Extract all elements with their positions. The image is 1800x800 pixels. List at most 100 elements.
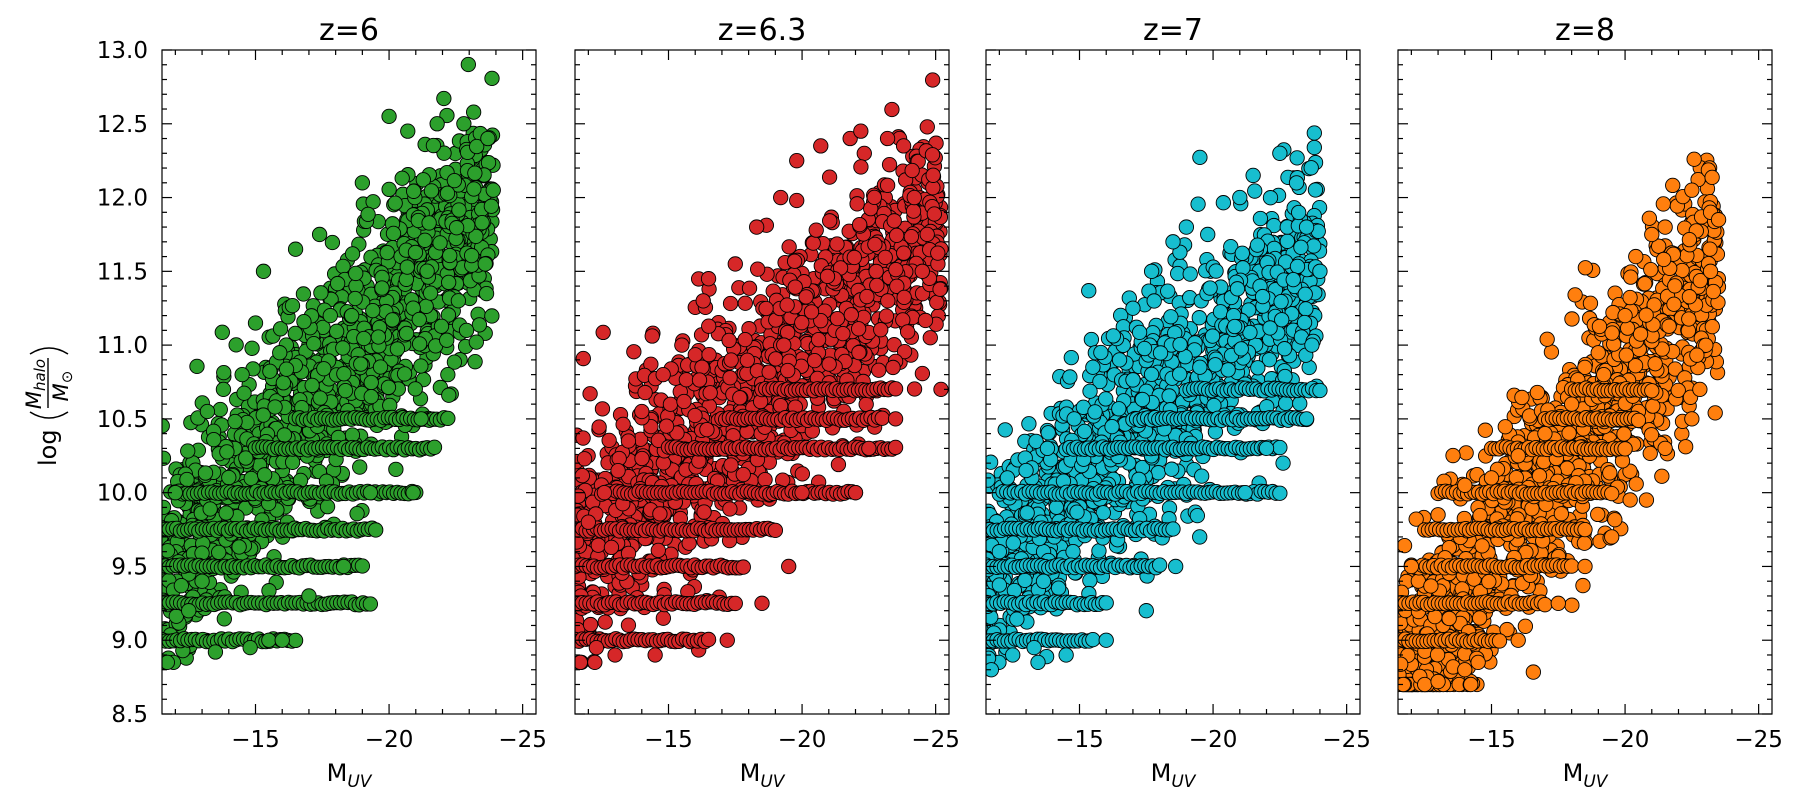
data-point — [676, 393, 692, 410]
data-point — [700, 631, 717, 648]
data-point — [468, 334, 484, 350]
data-point — [895, 138, 912, 154]
data-point — [287, 632, 304, 649]
data-point — [859, 288, 875, 305]
data-point — [405, 485, 421, 501]
data-point — [610, 463, 626, 479]
data-point — [1192, 149, 1208, 166]
data-point — [389, 341, 406, 357]
y-tick-label: 10.5 — [97, 407, 148, 433]
y-label-denominator: M⊙ — [49, 371, 76, 402]
data-point — [429, 116, 445, 132]
data-point — [861, 440, 877, 457]
data-point — [856, 145, 872, 162]
data-point — [1241, 302, 1257, 318]
panel-title: z=6 — [319, 13, 379, 48]
data-point — [739, 352, 755, 368]
data-point — [1192, 359, 1208, 375]
data-point — [1040, 425, 1056, 441]
data-point — [349, 506, 365, 522]
data-point — [425, 137, 442, 154]
data-point — [803, 304, 820, 320]
x-ticks: −15 −20 −25 — [587, 50, 960, 753]
data-point — [986, 454, 999, 470]
data-point — [750, 261, 766, 277]
data-point — [727, 256, 743, 272]
data-point — [601, 432, 617, 449]
data-point — [379, 244, 395, 261]
data-point — [304, 377, 320, 394]
data-point — [1262, 190, 1279, 206]
data-point — [634, 450, 650, 467]
data-point — [932, 281, 948, 297]
data-point — [1274, 312, 1290, 328]
y-tick-label: 10.0 — [97, 481, 148, 507]
data-point — [467, 165, 483, 181]
data-point — [1262, 320, 1278, 336]
data-point — [329, 275, 346, 292]
data-point — [406, 183, 422, 199]
data-point — [787, 279, 803, 295]
data-point — [335, 340, 351, 356]
data-point — [1050, 580, 1067, 596]
data-point — [1297, 286, 1313, 302]
data-point — [1220, 362, 1236, 378]
data-point — [287, 325, 303, 342]
data-point — [780, 362, 796, 379]
data-point — [896, 343, 913, 360]
panel-1: z=68.59.09.510.010.511.011.512.012.513.0… — [97, 13, 547, 792]
data-point — [1288, 175, 1305, 191]
data-point — [842, 130, 858, 147]
data-point — [1069, 504, 1085, 520]
data-point — [580, 514, 597, 530]
data-point — [439, 107, 455, 124]
data-point — [484, 308, 500, 324]
data-point — [591, 419, 607, 435]
data-point — [850, 321, 867, 337]
data-point — [702, 385, 718, 401]
data-point — [398, 325, 415, 342]
y-tick-label: 9.0 — [111, 628, 148, 654]
data-point — [477, 256, 493, 272]
data-point — [1298, 301, 1314, 317]
data-point — [652, 506, 668, 522]
data-point — [363, 388, 379, 405]
data-point — [1095, 505, 1111, 521]
data-point — [1278, 395, 1294, 412]
data-point — [450, 293, 467, 309]
data-point — [701, 346, 717, 363]
data-point — [1234, 245, 1250, 261]
data-point — [821, 169, 838, 185]
data-point — [678, 372, 694, 388]
data-point — [808, 222, 824, 238]
data-point — [997, 422, 1013, 438]
data-point — [885, 359, 901, 376]
scatter-points — [575, 72, 949, 671]
data-point — [735, 559, 751, 575]
data-point — [644, 328, 660, 344]
data-point — [287, 241, 304, 257]
data-point — [336, 366, 352, 382]
data-point — [407, 244, 424, 261]
data-point — [484, 70, 500, 87]
data-point — [925, 167, 941, 183]
data-point — [789, 192, 805, 209]
data-point — [272, 321, 289, 337]
data-point — [576, 451, 593, 467]
data-point — [634, 403, 650, 420]
data-point — [1202, 280, 1218, 296]
data-point — [694, 359, 710, 375]
data-point — [662, 396, 679, 412]
data-point — [903, 228, 920, 245]
data-point — [348, 265, 364, 282]
data-point — [1229, 281, 1246, 297]
y-tick-label: 13.0 — [97, 38, 148, 64]
data-point — [896, 245, 912, 261]
data-point — [1111, 401, 1127, 417]
data-point — [1172, 336, 1188, 353]
data-point — [919, 119, 935, 135]
data-point — [336, 558, 352, 575]
data-point — [821, 356, 837, 372]
data-point — [1152, 345, 1169, 361]
data-point — [1134, 391, 1151, 408]
